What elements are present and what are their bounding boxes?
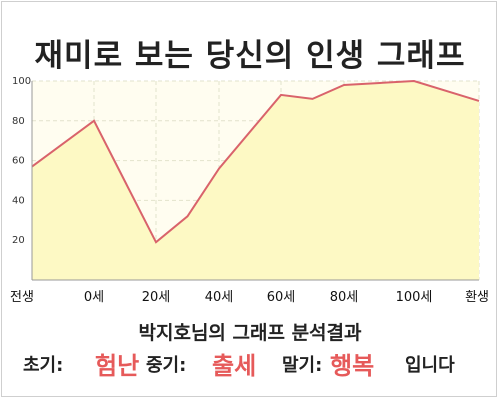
y-tick-labels: 20 40 60 80 100	[12, 76, 31, 246]
middle-value: 출세	[212, 352, 257, 380]
late-value: 행복	[330, 352, 375, 380]
x-tick-7: 환생	[465, 290, 489, 305]
life-line	[31, 79, 480, 244]
x-tick-6: 100세	[396, 290, 433, 305]
x-tick-4: 60세	[267, 290, 296, 305]
late-label: 말기:	[282, 355, 323, 376]
y-tick-80: 80	[12, 116, 25, 127]
early-value: 험난	[95, 352, 140, 380]
x-tick-2: 20세	[142, 290, 171, 305]
analysis-subtitle: 박지호님의 그래프 분석결과	[138, 322, 362, 344]
y-tick-100: 100	[12, 76, 31, 87]
y-tick-60: 60	[12, 156, 25, 167]
area-fill	[32, 81, 479, 280]
x-tick-1: 0세	[84, 290, 104, 305]
x-tick-labels: 전생 0세 20세 40세 60세 80세 100세 환생	[10, 290, 489, 305]
chart-title: 재미로 보는 당신의 인생 그래프	[34, 38, 466, 74]
early-label: 초기:	[23, 355, 64, 376]
x-tick-3: 40세	[205, 290, 234, 305]
x-tick-0: 전생	[10, 290, 34, 305]
middle-label: 중기:	[146, 355, 187, 376]
result-suffix: 입니다	[405, 355, 455, 376]
y-tick-20: 20	[12, 235, 25, 246]
x-tick-5: 80세	[330, 290, 359, 305]
y-tick-40: 40	[12, 195, 25, 206]
